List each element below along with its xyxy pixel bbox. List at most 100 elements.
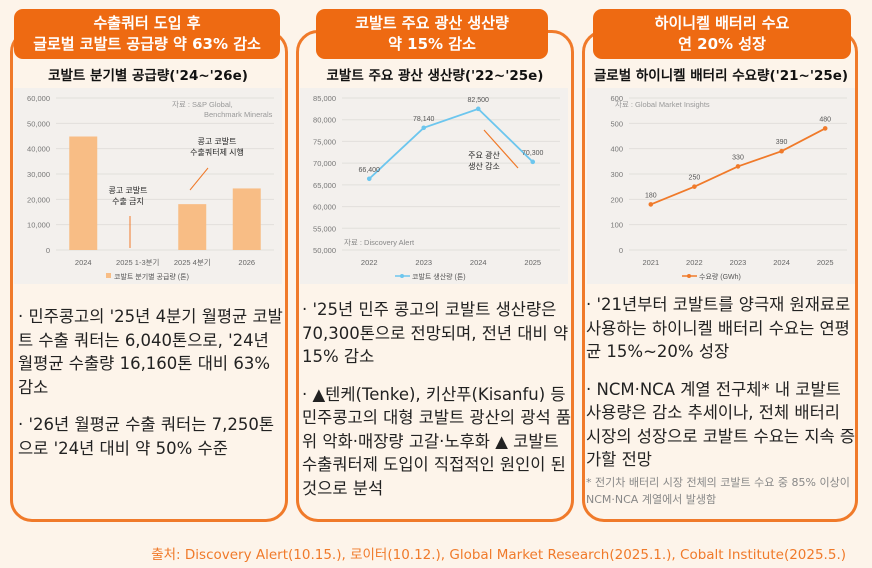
annotation: 콩고 코발트 <box>108 185 147 195</box>
y-tick-label: 30,000 <box>27 170 50 179</box>
y-tick-label: 80,000 <box>313 116 336 125</box>
x-tick-label: 2025 4분기 <box>174 258 211 267</box>
bullet: · '21년부터 코발트를 양극재 원재료로 사용하는 하이니켈 배터리 수요는… <box>586 295 851 361</box>
y-tick-label: 50,000 <box>313 246 336 255</box>
x-tick-label: 2021 <box>642 258 659 267</box>
data-label: 70,300 <box>522 150 544 157</box>
x-tick-label: 2024 <box>773 258 790 267</box>
x-tick-label: 2022 <box>361 258 378 267</box>
bullet: · 민주콩고의 '25년 4분기 월평균 코발트 수출 쿼터는 6,040톤으로… <box>18 307 283 397</box>
x-tick-label: 2023 <box>415 258 432 267</box>
y-tick-label: 75,000 <box>313 137 336 146</box>
legend-label: 코발트 분기별 공급량 (톤) <box>114 272 189 281</box>
source-line: 출처: Discovery Alert(10.15.), 로이터(10.12.)… <box>151 547 846 563</box>
arrow <box>483 129 519 169</box>
data-point <box>421 125 427 131</box>
bullet: · '25년 민주 콩고의 코발트 생산량은 70,300톤으로 전망되며, 전… <box>302 300 569 366</box>
legend-swatch <box>106 273 111 278</box>
chart-highnickel-demand: 0 100 200 300 400 500 600 2021 2022 2023 2024 2025 1… <box>587 88 855 284</box>
bullet: · NCM·NCA 계열 전구체* 내 코발트 사용량은 감소 추세이나, 전체… <box>586 379 856 470</box>
y-tick-label: 40,000 <box>27 145 50 154</box>
bullet: · '26년 월평균 수출 쿼터는 7,250톤으로 '24년 대비 약 50%… <box>18 415 275 458</box>
source-note: 자료 : S&P Global, <box>172 100 233 109</box>
legend-marker <box>400 274 404 278</box>
data-point <box>366 176 372 182</box>
chart-2-subtitle: 코발트 주요 광산 생산량('22~'25e) <box>326 68 544 84</box>
x-tick-label: 2024 <box>75 258 92 267</box>
y-tick-label: 100 <box>610 221 623 230</box>
y-tick-label: 10,000 <box>27 221 50 230</box>
series-line <box>368 107 534 180</box>
title-line: 연 20% 성장 <box>678 35 766 53</box>
data-point <box>648 202 654 207</box>
y-tick-label: 20,000 <box>27 195 50 204</box>
bar <box>69 136 98 250</box>
title-line: 약 15% 감소 <box>388 35 476 53</box>
chart-3-subtitle: 글로벌 하이니켈 배터리 수요량('21~'25e) <box>593 68 849 84</box>
x-tick-label: 2022 <box>686 258 703 267</box>
y-tick-label: 60,000 <box>27 94 50 103</box>
title-line: 코발트 주요 광산 생산량 <box>355 14 509 32</box>
title-line: 글로벌 코발트 공급량 약 63% 감소 <box>33 35 261 53</box>
data-point <box>822 126 828 131</box>
title-line: 하이니켈 배터리 수요 <box>654 14 790 32</box>
y-tick-label: 500 <box>610 119 623 128</box>
x-tick-label: 2025 <box>817 258 834 267</box>
y-tick-label: 0 <box>619 246 623 255</box>
source-note: 자료 : Discovery Alert <box>344 238 415 247</box>
x-tick-label: 2023 <box>730 258 747 267</box>
x-tick-label: 2025 <box>524 258 541 267</box>
x-tick-label: 2024 <box>470 258 487 267</box>
chart-cobalt-supply: 0 10,000 20,000 30,000 40,000 50,000 60,000 202… <box>14 88 282 284</box>
bullet: · ▲텐케(Tenke), 키산푸(Kisanfu) 등 민주콩고의 대형 코발… <box>302 384 572 498</box>
legend-label: 코발트 생산량 (톤) <box>412 272 466 281</box>
data-point <box>692 184 697 189</box>
panel-2-text: · '25년 민주 콩고의 코발트 생산량은 70,300톤으로 전망되며, 전… <box>302 298 572 514</box>
data-label: 180 <box>645 192 657 199</box>
source-note: Benchmark Minerals <box>204 110 273 119</box>
data-label: 480 <box>819 116 831 123</box>
source-note: 자료 : Global Market Insights <box>615 100 710 109</box>
x-tick-label: 2026 <box>238 258 255 267</box>
chart-mine-production: 50,000 55,000 60,000 65,000 70,000 75,000 80,0… <box>300 88 568 284</box>
footnote: * 전기차 배터리 시장 전체의 코발트 수요 중 85% 이상이 NCM·NC… <box>586 475 850 506</box>
data-point <box>735 164 741 169</box>
data-label: 78,140 <box>413 116 435 123</box>
data-label: 66,400 <box>359 167 381 174</box>
data-point <box>475 106 481 112</box>
panel-3-text: · '21년부터 코발트를 양극재 원재료로 사용하는 하이니켈 배터리 수요는… <box>586 293 856 508</box>
y-tick-label: 60,000 <box>313 203 336 212</box>
annotation: 수출 금지 <box>112 196 144 206</box>
y-tick-label: 400 <box>610 145 623 154</box>
annotation: 주요 광산 <box>468 150 500 160</box>
chart-1-subtitle: 코발트 분기별 공급량('24~'26e) <box>48 68 248 84</box>
data-label: 82,500 <box>468 97 490 104</box>
panel-1-text: · 민주콩고의 '25년 4분기 월평균 코발트 수출 쿼터는 6,040톤으로… <box>18 305 286 474</box>
data-label: 390 <box>776 139 788 146</box>
x-tick-label: 2025 1-3분기 <box>116 258 159 267</box>
legend-marker <box>687 274 691 278</box>
y-tick-label: 70,000 <box>313 159 336 168</box>
legend-label: 수요량 (GWh) <box>699 273 741 281</box>
data-point <box>779 148 784 154</box>
annotation: 수출쿼터제 시행 <box>190 147 244 157</box>
y-tick-label: 600 <box>610 94 623 103</box>
y-tick-label: 0 <box>46 246 50 255</box>
y-tick-label: 55,000 <box>313 224 336 233</box>
title-line: 수출쿼터 도입 후 <box>93 14 201 32</box>
data-label: 330 <box>732 154 744 161</box>
bar <box>232 188 261 250</box>
data-point <box>530 159 536 165</box>
annotation: 생산 감소 <box>468 161 500 171</box>
y-tick-label: 300 <box>610 170 623 179</box>
y-tick-label: 65,000 <box>313 181 336 190</box>
bar <box>178 204 207 250</box>
y-tick-label: 50,000 <box>27 119 50 128</box>
data-label: 250 <box>689 175 701 182</box>
arrow <box>189 167 209 191</box>
y-tick-label: 200 <box>610 195 623 204</box>
annotation: 콩고 코발트 <box>197 136 236 146</box>
